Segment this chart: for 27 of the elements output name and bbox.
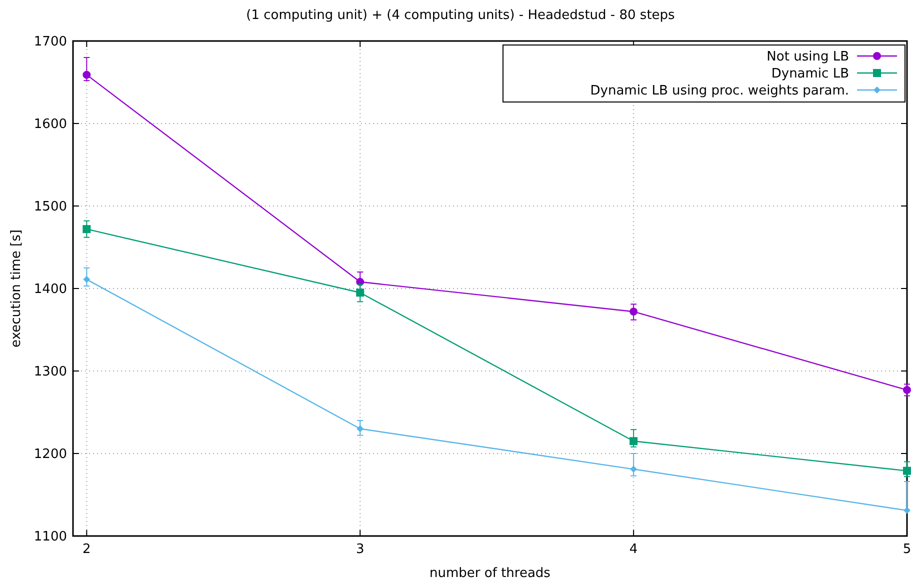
y-axis-title: execution time [s] [9,230,24,348]
point [82,225,91,234]
point [82,70,91,79]
point [630,308,638,316]
point [356,425,364,432]
x-tick-label: 3 [356,542,364,557]
y-tick-label: 1400 [34,282,67,297]
y-tick-label: 1300 [34,364,67,380]
legend-label: Dynamic LB [771,66,849,82]
y-tick-label: 1100 [34,530,67,544]
y-tick-label: 1200 [34,447,67,462]
legend-label: Not using LB [766,50,849,64]
y-tick-label: 1500 [34,200,67,214]
point [83,276,90,283]
point [903,386,911,394]
y-tick-label: 1700 [34,34,67,50]
point [356,288,364,297]
y-tick-label: 1600 [34,117,67,132]
x-tick-label: 4 [629,542,638,557]
legend-label: Dynamic LB using proc. weights param. [590,84,849,98]
chart-title: (1 computing unit) + (4 computing units) - Headedstud - 80 steps [246,8,676,23]
point [904,506,910,514]
point [903,466,911,475]
point [630,466,638,473]
x-tick-label: 2 [82,542,91,557]
x-axis-title: number of threads [430,566,551,581]
x-tick-label: 5 [902,542,912,557]
